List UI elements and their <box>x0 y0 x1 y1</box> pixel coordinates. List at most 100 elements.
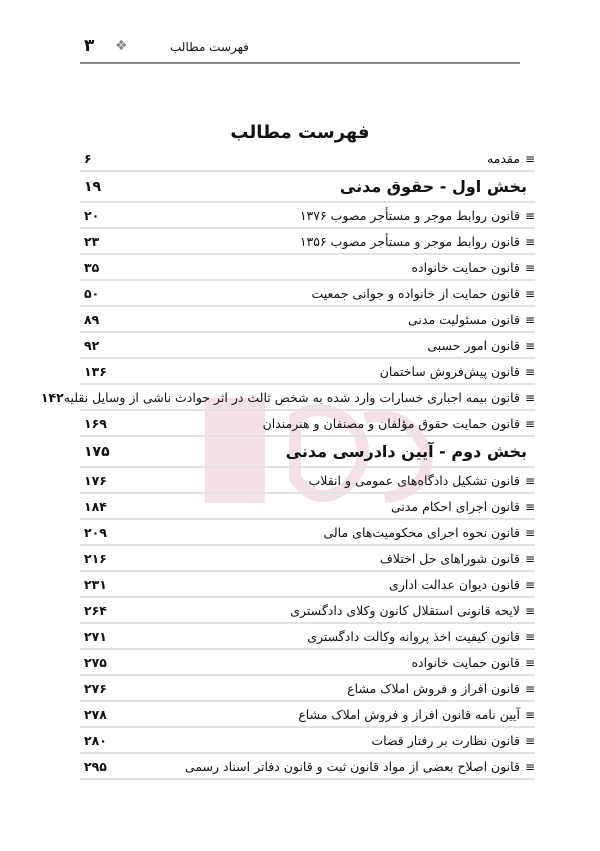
toc-entry-label: ≡ قانون حمایت حقوق مؤلفان و مصنفان و هنرم… <box>263 416 535 431</box>
toc-entry[interactable]: ≡ قانون نظارت بر رفتار قضات ۲۸۰ <box>80 728 535 754</box>
toc-entry-text: قانون دیوان عدالت اداری <box>389 576 520 592</box>
toc-entry-label: ≡ قانون امور حسبی <box>427 338 535 353</box>
toc-page-number: ۲۳۱ <box>84 576 107 592</box>
toc-entry[interactable]: ≡ قانون حمایت حقوق مؤلفان و مصنفان و هنرم… <box>80 411 535 437</box>
toc-entry-label: ≡ قانون روابط موجر و مستأجر مصوب ۱۳۵۶ <box>300 234 535 249</box>
toc-page-number: ۱۶۹ <box>84 415 107 431</box>
toc-section-heading[interactable]: بخش اول - حقوق مدنی ۱۹ <box>80 172 535 203</box>
toc-entry[interactable]: ≡ قانون اجرای احکام مدنی ۱۸۴ <box>80 494 535 520</box>
toc-entry[interactable]: ≡ قانون روابط موجر و مستأجر مصوب ۱۳۷۶ ۲۰ <box>80 203 535 229</box>
toc-entry-text: آیین نامه قانون افراز و فروش املاک مشاع <box>298 706 520 722</box>
toc-page-number: ۲۹۵ <box>84 758 107 774</box>
toc-entry[interactable]: ≡ قانون روابط موجر و مستأجر مصوب ۱۳۵۶ ۲۳ <box>80 229 535 255</box>
menu-lines-icon: ≡ <box>524 629 535 644</box>
menu-lines-icon: ≡ <box>524 681 535 696</box>
toc-entry[interactable]: ≡ قانون حمایت خانواده ۲۷۵ <box>80 650 535 676</box>
toc-entry-text: قانون نظارت بر رفتار قضات <box>371 732 520 748</box>
toc-page-number: ۲۰۹ <box>84 524 107 540</box>
toc-entry[interactable]: ≡ قانون پیش‌فروش ساختمان ۱۳۶ <box>80 359 535 385</box>
toc-page-number: ۱۸۴ <box>84 498 107 514</box>
toc-entry-label: ≡ قانون مسئولیت مدنی <box>408 312 535 327</box>
diamond-ornament-icon: ❖ <box>115 38 128 54</box>
toc-entry[interactable]: ≡ قانون نحوه اجرای محکومیت‌های مالی ۲۰۹ <box>80 520 535 546</box>
toc-entry-text: قانون روابط موجر و مستأجر مصوب ۱۳۷۶ <box>299 207 520 223</box>
toc-entry-label: ≡ مقدمه <box>487 151 535 166</box>
toc-entry[interactable]: ≡ مقدمه ۶ <box>80 146 535 172</box>
toc-entry[interactable]: ≡ قانون افراز و فروش املاک مشاع ۲۷۶ <box>80 676 535 702</box>
running-title: فهرست مطالب <box>170 40 249 54</box>
toc-page-number: ۱۴۲ <box>40 389 64 405</box>
toc-entry-label: بخش اول - حقوق مدنی <box>340 177 535 196</box>
toc-entry-text: قانون حمایت خانواده <box>411 259 520 275</box>
toc-entry-label: ≡ آیین نامه قانون افراز و فروش املاک مشاع <box>298 707 535 722</box>
toc-page-number: ۳۵ <box>84 259 100 275</box>
toc-entry-label: ≡ قانون اصلاح بعضی از مواد قانون ثبت و قا… <box>185 759 535 774</box>
toc-entry-label: ≡ قانون بیمه اجباری خسارات وارد شده به شخ… <box>64 390 535 405</box>
menu-lines-icon: ≡ <box>524 707 535 722</box>
toc-entry[interactable]: ≡ قانون حمایت از خانواده و جوانی جمعیت ۵۰ <box>80 281 535 307</box>
page-title: فهرست مطالب <box>230 122 370 143</box>
toc-entry-label: ≡ قانون شوراهای حل اختلاف <box>380 551 535 566</box>
toc-entry-label: ≡ قانون کیفیت اخذ پروانه وکالت دادگستری <box>307 629 535 644</box>
toc-entry[interactable]: ≡ قانون اصلاح بعضی از مواد قانون ثبت و قا… <box>80 754 535 780</box>
toc-entry-label: ≡ لایحه قانونی استقلال کانون وکلای دادگست… <box>290 603 535 618</box>
menu-lines-icon: ≡ <box>524 759 535 774</box>
toc-page-number: ۶ <box>84 150 92 166</box>
toc-entry-text: قانون اجرای احکام مدنی <box>390 498 520 514</box>
toc-page-number: ۵۰ <box>84 285 100 301</box>
toc-entry-text: بخش اول - حقوق مدنی <box>339 177 527 196</box>
toc-entry-label: ≡ قانون پیش‌فروش ساختمان <box>380 364 535 379</box>
menu-lines-icon: ≡ <box>524 551 535 566</box>
toc-page-number: ۱۹ <box>84 178 102 195</box>
toc-entry-text: قانون اصلاح بعضی از مواد قانون ثبت و قان… <box>184 758 520 774</box>
toc-entry-text: قانون شوراهای حل اختلاف <box>379 550 520 566</box>
menu-lines-icon: ≡ <box>524 603 535 618</box>
toc-entry-text: قانون امور حسبی <box>427 337 520 353</box>
menu-lines-icon: ≡ <box>524 234 535 249</box>
menu-lines-icon: ≡ <box>524 260 535 275</box>
toc-entry-text: لایحه قانونی استقلال کانون وکلای دادگستر… <box>290 602 520 618</box>
toc-page-number: ۲۶۴ <box>84 602 107 618</box>
toc-page-number: ۱۷۶ <box>84 472 107 488</box>
toc-entry-label: ≡ قانون تشکیل دادگاه‌های عمومی و انقلاب <box>309 473 536 488</box>
running-header: ۳ ❖ فهرست مطالب <box>80 34 520 64</box>
toc-entry[interactable]: ≡ قانون تشکیل دادگاه‌های عمومی و انقلاب ۱۷… <box>80 468 535 494</box>
page-number: ۳ <box>84 36 95 56</box>
toc-entry[interactable]: ≡ آیین نامه قانون افراز و فروش املاک مشاع… <box>80 702 535 728</box>
toc-page-number: ۲۸۰ <box>84 732 107 748</box>
toc-entry-text: قانون حمایت خانواده <box>411 654 520 670</box>
toc-page-number: ۸۹ <box>84 311 100 327</box>
toc-entry[interactable]: ≡ لایحه قانونی استقلال کانون وکلای دادگست… <box>80 598 535 624</box>
toc-entry-label: ≡ قانون روابط موجر و مستأجر مصوب ۱۳۷۶ <box>300 208 535 223</box>
toc-entry-label: ≡ قانون حمایت خانواده <box>412 655 536 670</box>
toc-entry[interactable]: ≡ قانون امور حسبی ۹۲ <box>80 333 535 359</box>
toc-entry-text: قانون بیمه اجباری خسارات وارد شده به شخص… <box>63 389 520 405</box>
table-of-contents: ≡ مقدمه ۶ بخش اول - حقوق مدنی ۱۹ ≡ قانون روابط… <box>41 146 535 780</box>
toc-section-heading[interactable]: بخش دوم - آیین دادرسی مدنی ۱۷۵ <box>80 437 535 468</box>
toc-page-number: ۱۷۵ <box>84 443 110 460</box>
toc-entry[interactable]: ≡ قانون دیوان عدالت اداری ۲۳۱ <box>80 572 535 598</box>
toc-entry-label: ≡ قانون حمایت خانواده <box>412 260 536 275</box>
toc-entry-text: قانون تشکیل دادگاه‌های عمومی و انقلاب <box>308 472 520 488</box>
toc-page-number: ۱۳۶ <box>84 363 107 379</box>
toc-entry[interactable]: ≡ قانون کیفیت اخذ پروانه وکالت دادگستری ۲۷… <box>80 624 535 650</box>
toc-entry-label: ≡ قانون دیوان عدالت اداری <box>389 577 535 592</box>
menu-lines-icon: ≡ <box>524 390 535 405</box>
toc-page-number: ۲۷۸ <box>84 706 107 722</box>
menu-lines-icon: ≡ <box>524 151 535 166</box>
toc-entry-label: بخش دوم - آیین دادرسی مدنی <box>286 442 535 461</box>
toc-entry[interactable]: ≡ قانون حمایت خانواده ۳۵ <box>80 255 535 281</box>
toc-entry[interactable]: ≡ قانون شوراهای حل اختلاف ۲۱۶ <box>80 546 535 572</box>
toc-entry-text: قانون افراز و فروش املاک مشاع <box>347 680 520 696</box>
toc-page-number: ۹۲ <box>84 337 100 353</box>
menu-lines-icon: ≡ <box>524 364 535 379</box>
toc-entry-text: قانون حمایت حقوق مؤلفان و مصنفان و هنرمن… <box>262 415 520 431</box>
toc-entry-label: ≡ قانون افراز و فروش املاک مشاع <box>347 681 535 696</box>
toc-entry-label: ≡ قانون نظارت بر رفتار قضات <box>371 733 535 748</box>
toc-entry[interactable]: ≡ قانون مسئولیت مدنی ۸۹ <box>80 307 535 333</box>
toc-entry-label: ≡ قانون نحوه اجرای محکومیت‌های مالی <box>323 525 535 540</box>
menu-lines-icon: ≡ <box>524 286 535 301</box>
toc-entry[interactable]: ≡ قانون بیمه اجباری خسارات وارد شده به شخ… <box>41 385 535 411</box>
toc-page-number: ۲۱۶ <box>84 550 107 566</box>
toc-entry-text: قانون روابط موجر و مستأجر مصوب ۱۳۵۶ <box>299 233 520 249</box>
